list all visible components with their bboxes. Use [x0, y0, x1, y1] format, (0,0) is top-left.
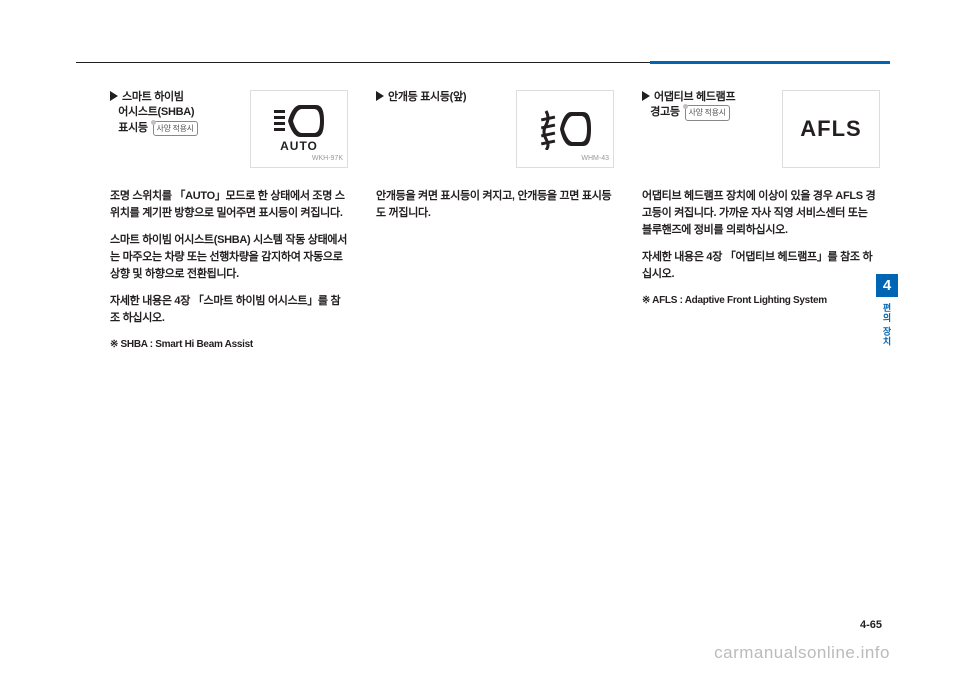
col2-p1: 안개등을 켜면 표시등이 켜지고, 안개등을 끄면 표시등도 꺼집니다. — [376, 188, 614, 222]
col1-title-line2: 어시스트(SHBA) — [118, 106, 194, 118]
col2-body: 안개등을 켜면 표시등이 켜지고, 안개등을 끄면 표시등도 꺼집니다. — [376, 188, 614, 222]
auto-highbeam-icon: AUTO WKH-97K — [250, 90, 348, 168]
header-rule — [76, 62, 890, 63]
col3-note: ※ AFLS : Adaptive Front Lighting System — [642, 293, 880, 309]
chapter-number: 4 — [876, 274, 898, 297]
icon-code: WHM-43 — [581, 154, 609, 165]
triangle-bullet-icon — [110, 91, 118, 101]
column-2: 안개등 표시등(앞) WHM-43 안개등을 켜면 표시등이 켜지고, 안개등을… — [376, 90, 614, 363]
col1-title-line1: 스마트 하이빔 — [122, 91, 184, 103]
col3-header: 어댑티브 헤드램프 경고등 사양 적용시 AFLS — [642, 90, 880, 168]
icon-code: WKH-97K — [312, 154, 343, 165]
col3-title-line1: 어댑티브 헤드램프 — [654, 91, 735, 103]
col3-p2: 자세한 내용은 4장 「어댑티브 헤드램프」를 참조 하십시오. — [642, 249, 880, 283]
col1-header: 스마트 하이빔 어시스트(SHBA) 표시등 사양 적용시 AUTO WKH-9… — [110, 90, 348, 168]
main-content: 스마트 하이빔 어시스트(SHBA) 표시등 사양 적용시 AUTO WKH-9… — [110, 90, 880, 363]
col1-note: ※ SHBA : Smart Hi Beam Assist — [110, 337, 348, 353]
option-badge: 사양 적용시 — [685, 105, 730, 120]
triangle-bullet-icon — [642, 91, 650, 101]
col1-p3: 자세한 내용은 4장 「스마트 하이빔 어시스트」를 참조 하십시오. — [110, 293, 348, 327]
triangle-bullet-icon — [376, 91, 384, 101]
page-number: 4-65 — [860, 619, 882, 631]
icon-auto-label: AUTO — [280, 137, 318, 156]
highbeam-glyph-icon — [272, 103, 326, 139]
col1-p2: 스마트 하이빔 어시스트(SHBA) 시스템 작동 상태에서는 마주오는 차량 … — [110, 232, 348, 283]
afls-text: AFLS — [800, 112, 861, 146]
col2-header: 안개등 표시등(앞) WHM-43 — [376, 90, 614, 168]
col2-title-text: 안개등 표시등(앞) — [388, 91, 466, 103]
foglight-icon: WHM-43 — [516, 90, 614, 168]
column-1: 스마트 하이빔 어시스트(SHBA) 표시등 사양 적용시 AUTO WKH-9… — [110, 90, 348, 363]
afls-icon: AFLS — [782, 90, 880, 168]
col2-title: 안개등 표시등(앞) — [376, 90, 508, 168]
col3-body: 어댑티브 헤드램프 장치에 이상이 있을 경우 AFLS 경고등이 켜집니다. … — [642, 188, 880, 309]
col1-body: 조명 스위치를 「AUTO」모드로 한 상태에서 조명 스위치를 계기판 방향으… — [110, 188, 348, 353]
col3-title: 어댑티브 헤드램프 경고등 사양 적용시 — [642, 90, 774, 168]
col3-title-line2: 경고등 — [650, 106, 679, 118]
option-badge: 사양 적용시 — [153, 121, 198, 136]
column-3: 어댑티브 헤드램프 경고등 사양 적용시 AFLS 어댑티브 헤드램프 장치에 … — [642, 90, 880, 363]
col1-title-line3: 표시등 — [118, 122, 147, 134]
col1-p1: 조명 스위치를 「AUTO」모드로 한 상태에서 조명 스위치를 계기판 방향으… — [110, 188, 348, 222]
foglight-glyph-icon — [535, 108, 595, 150]
chapter-label: 편의 장치 — [881, 303, 894, 347]
col3-p1: 어댑티브 헤드램프 장치에 이상이 있을 경우 AFLS 경고등이 켜집니다. … — [642, 188, 880, 239]
watermark: carmanualsonline.info — [714, 643, 890, 663]
chapter-tab: 4 편의 장치 — [876, 274, 898, 347]
col1-title: 스마트 하이빔 어시스트(SHBA) 표시등 사양 적용시 — [110, 90, 242, 168]
